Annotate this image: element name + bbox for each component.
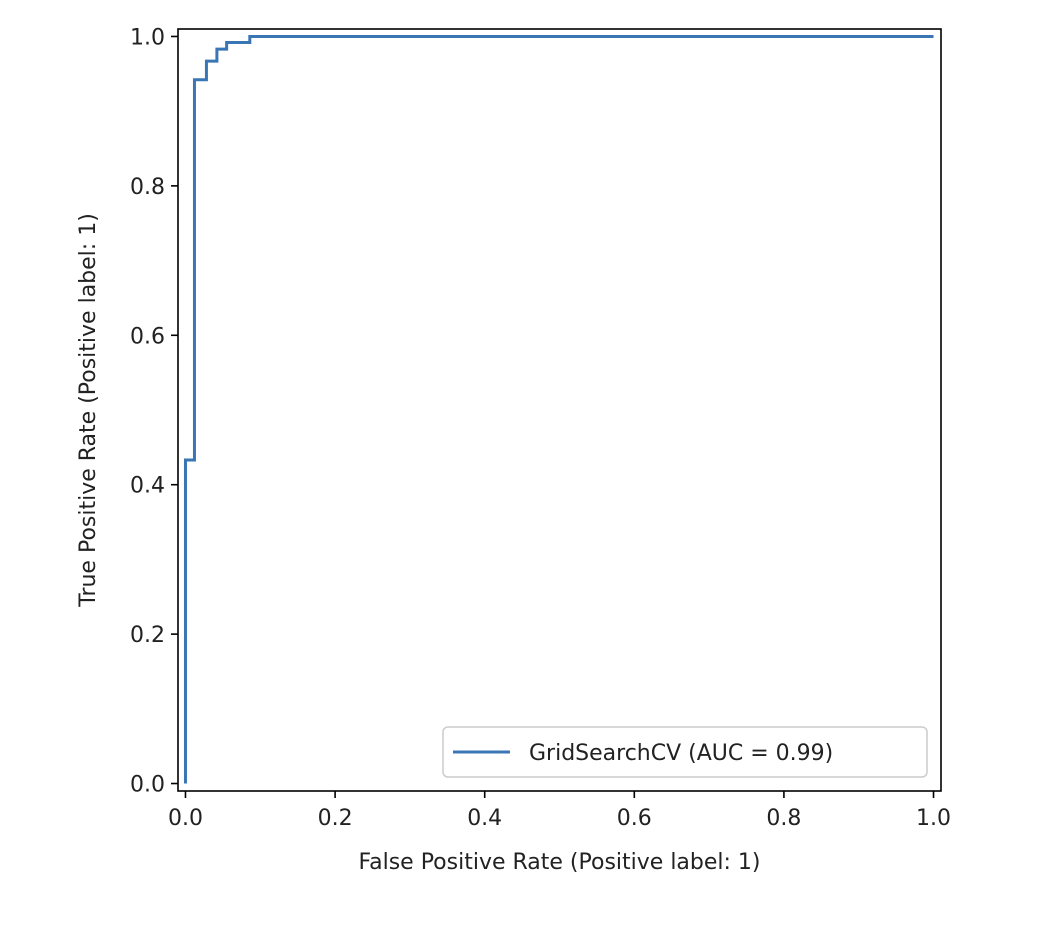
y-tick-label: 0.2: [130, 623, 165, 648]
legend-box: [442, 726, 928, 778]
legend: GridSearchCV (AUC = 0.99): [442, 726, 928, 778]
plot-area: [183, 34, 934, 784]
y-tick-label: 0.4: [130, 474, 165, 499]
x-tick-label: 0.4: [467, 806, 502, 831]
x-tick-label: 1.0: [916, 806, 951, 831]
y-tick-label: 0.8: [130, 175, 165, 200]
roc-curve-series-0: [183, 34, 934, 784]
x-axis-ticks: 0.0 0.2 0.4 0.6 0.8 1.0: [168, 791, 951, 831]
x-tick-label: 0.8: [766, 806, 801, 831]
legend-entry-gridsearchcv: GridSearchCV (AUC = 0.99): [529, 741, 833, 766]
x-tick-label: 0.2: [318, 806, 353, 831]
axes-frame: [177, 28, 942, 792]
y-tick-label: 1.0: [130, 25, 165, 50]
x-tick-label: 0.0: [168, 806, 203, 831]
y-axis-label: True Positive Rate (Positive label: 1): [76, 213, 101, 608]
y-tick-label: 0.0: [130, 773, 165, 798]
x-tick-label: 0.6: [617, 806, 652, 831]
y-axis-ticks: 0.0 0.2 0.4 0.6 0.8 1.0: [130, 25, 178, 798]
x-axis-label: False Positive Rate (Positive label: 1): [358, 850, 760, 875]
y-tick-label: 0.6: [130, 324, 165, 349]
